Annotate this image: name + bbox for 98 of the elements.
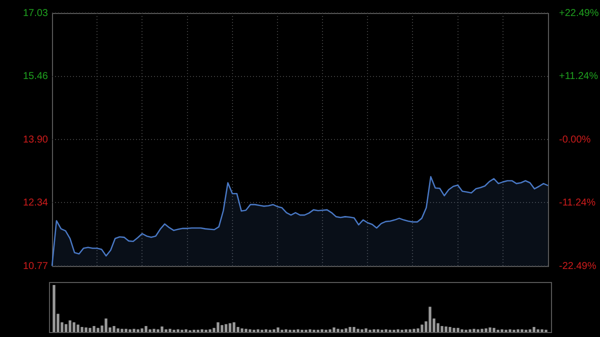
bar <box>460 329 464 332</box>
bar <box>412 328 416 332</box>
bar <box>408 329 412 332</box>
y2-tick-label: -0.00% <box>559 134 591 146</box>
bar <box>168 328 172 332</box>
bar <box>156 329 160 332</box>
bar <box>404 329 408 332</box>
bar <box>184 329 188 332</box>
y2-tick-label: +11.24% <box>559 71 598 82</box>
bar <box>372 329 376 332</box>
bar <box>336 328 340 332</box>
bar <box>376 329 380 332</box>
bar <box>116 328 120 332</box>
bar <box>276 327 280 332</box>
bar <box>472 328 476 332</box>
bar <box>500 329 504 332</box>
bar <box>228 323 232 332</box>
bar <box>68 320 72 332</box>
bar <box>220 325 224 332</box>
bar <box>492 328 496 332</box>
bar <box>236 326 240 332</box>
y-tick-label: 13.90 <box>22 134 48 146</box>
bar <box>456 328 460 332</box>
bar <box>320 329 324 332</box>
bar <box>200 329 204 332</box>
bar <box>112 326 116 332</box>
bar <box>132 328 136 332</box>
bar <box>76 324 80 332</box>
bar <box>440 326 444 332</box>
bar <box>232 322 236 332</box>
bar <box>516 329 520 332</box>
bar <box>296 329 300 332</box>
bar <box>396 329 400 332</box>
bar <box>124 328 128 332</box>
y2-tick-label: -22.49% <box>559 260 596 272</box>
bar <box>348 326 352 332</box>
y2-tick-label: -11.24% <box>559 197 596 208</box>
bar <box>164 329 168 332</box>
bar <box>428 306 432 332</box>
bar <box>480 328 484 332</box>
bar <box>468 329 472 332</box>
bar <box>264 329 268 332</box>
bar <box>88 328 92 332</box>
bar <box>284 329 288 332</box>
bar <box>340 329 344 332</box>
bar <box>352 326 356 332</box>
bar <box>120 328 124 332</box>
bar <box>484 328 488 332</box>
bar <box>448 326 452 332</box>
bar <box>344 328 348 332</box>
bar <box>488 327 492 332</box>
bar <box>176 329 180 332</box>
bar <box>256 329 260 332</box>
bar <box>508 329 512 332</box>
bar <box>452 328 456 332</box>
y-tick-label: 17.03 <box>22 8 48 19</box>
bar <box>476 329 480 332</box>
bar <box>152 328 156 332</box>
bar <box>360 329 364 332</box>
bar <box>328 329 332 332</box>
bar <box>160 326 164 332</box>
y-tick-label: 15.46 <box>22 71 48 82</box>
bar <box>416 328 420 332</box>
bar <box>136 329 140 332</box>
bar <box>420 324 424 332</box>
bar <box>216 322 220 332</box>
bar <box>364 328 368 332</box>
bar <box>140 328 144 332</box>
bar <box>92 326 96 332</box>
bar <box>520 329 524 332</box>
bar <box>332 327 336 332</box>
bar <box>384 329 388 332</box>
bar <box>224 324 228 332</box>
y-tick-label: 10.77 <box>22 260 48 272</box>
bar <box>80 326 84 332</box>
y-tick-label: 12.34 <box>22 197 48 208</box>
bar <box>148 329 152 332</box>
bar <box>104 318 108 332</box>
bar <box>272 329 276 332</box>
bar <box>528 329 532 332</box>
bar <box>144 326 148 332</box>
bar <box>244 328 248 332</box>
bar <box>248 329 252 332</box>
bar <box>128 329 132 332</box>
bar <box>308 329 312 332</box>
bar <box>532 326 536 332</box>
bar <box>208 329 212 332</box>
bar <box>84 327 88 332</box>
bar <box>64 324 68 332</box>
bar <box>240 328 244 332</box>
bar <box>536 329 540 332</box>
y2-tick-label: +22.49% <box>559 8 599 19</box>
bar <box>540 329 544 332</box>
bar <box>96 328 100 332</box>
bar <box>356 328 360 332</box>
bar <box>72 322 76 332</box>
bar <box>52 285 56 332</box>
bar <box>444 326 448 332</box>
